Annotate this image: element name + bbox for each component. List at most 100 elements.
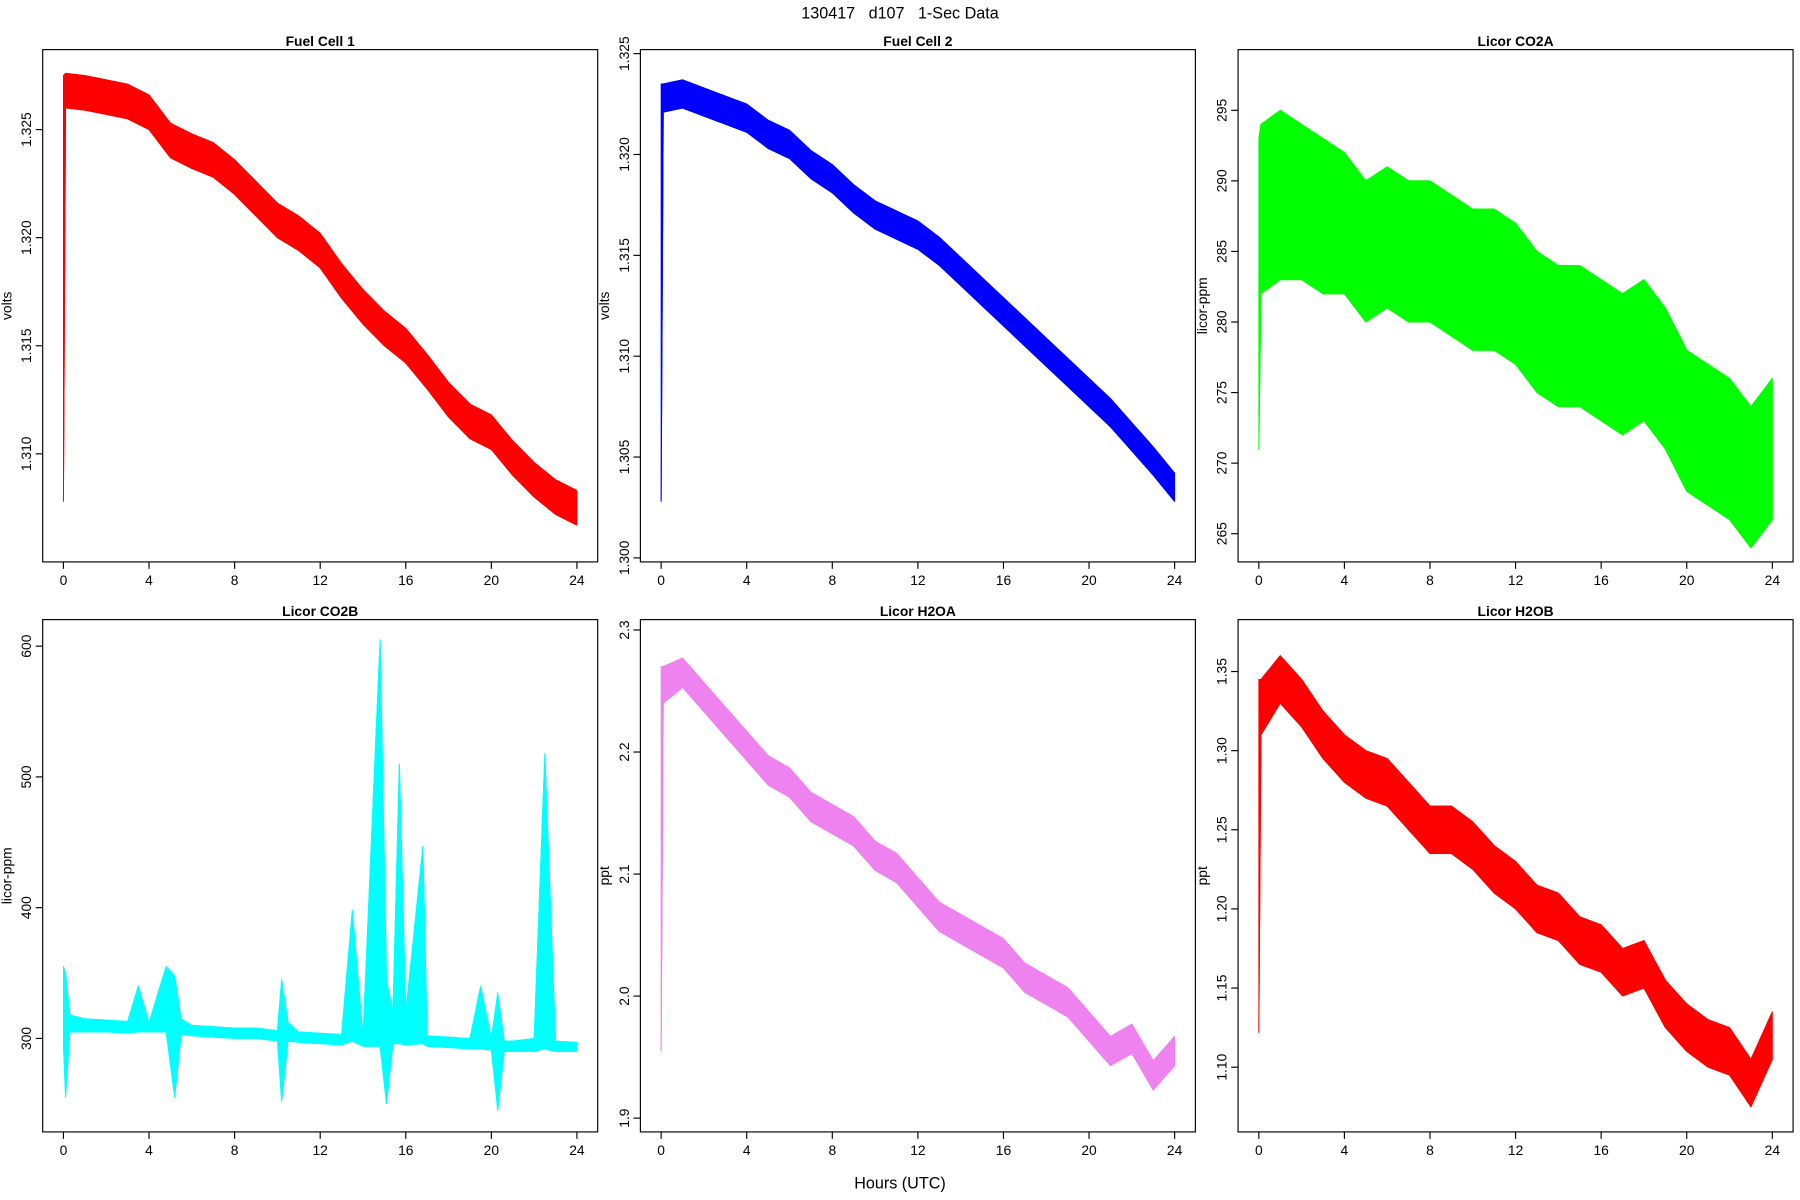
y-tick-label: 300 xyxy=(18,1027,34,1050)
y-tick-label: 1.300 xyxy=(616,540,632,575)
data-line-max xyxy=(661,79,1175,474)
y-tick-label: 1.20 xyxy=(1214,895,1230,922)
x-tick-label: 24 xyxy=(569,1142,585,1158)
y-tick-label: 2.2 xyxy=(616,742,632,761)
y-tick-label: 1.325 xyxy=(616,36,632,71)
y-tick-label: 1.310 xyxy=(18,436,34,471)
plot-area xyxy=(660,79,1176,502)
x-tick-label: 0 xyxy=(657,1142,665,1158)
x-tick-label: 24 xyxy=(1167,572,1183,588)
x-tick-label: 24 xyxy=(1765,572,1781,588)
x-tick-label: 24 xyxy=(1167,1142,1183,1158)
x-tick-label: 8 xyxy=(1426,1142,1434,1158)
y-tick-label: 270 xyxy=(1214,451,1230,474)
x-tick-label: 8 xyxy=(231,572,239,588)
x-tick-label: 16 xyxy=(996,572,1012,588)
data-line-min xyxy=(660,686,1175,1091)
x-tick-label: 0 xyxy=(60,1142,68,1158)
x-tick-label: 8 xyxy=(828,1142,836,1158)
x-tick-label: 16 xyxy=(996,1142,1012,1158)
data-line-min xyxy=(62,107,578,526)
x-tick-label: 4 xyxy=(1341,1142,1349,1158)
x-tick-label: 0 xyxy=(657,572,665,588)
x-tick-label: 0 xyxy=(60,572,68,588)
x-tick-label: 12 xyxy=(910,572,925,588)
y-axis-label: licor-ppm xyxy=(0,847,15,904)
panel-title: Licor H2OA xyxy=(880,603,956,619)
y-tick-label: 275 xyxy=(1214,381,1230,404)
panel: Licor H2OA ppt 0 4 8 12 16 20 24 1.9 2.0 2.1 2.2 2.3 xyxy=(596,603,1196,1158)
x-tick-label: 8 xyxy=(1426,572,1434,588)
y-tick-label: 400 xyxy=(18,896,34,919)
x-tick-label: 20 xyxy=(1679,572,1695,588)
y-tick-label: 295 xyxy=(1214,98,1230,121)
x-tick-label: 16 xyxy=(1593,1142,1609,1158)
x-tick-label: 16 xyxy=(398,572,414,588)
panel-title: Fuel Cell 1 xyxy=(286,33,355,49)
data-line-min xyxy=(1258,279,1773,549)
x-tick-label: 12 xyxy=(910,1142,925,1158)
panel-title: Licor H2OB xyxy=(1478,603,1554,619)
x-tick-label: 4 xyxy=(145,1142,153,1158)
x-tick-label: 16 xyxy=(398,1142,414,1158)
y-axis-label: ppt xyxy=(596,866,612,885)
x-tick-label: 12 xyxy=(312,1142,327,1158)
y-tick-label: 1.310 xyxy=(616,339,632,374)
panel: Fuel Cell 2 volts 0 4 8 12 16 20 24 1.300 1.305 1.3… xyxy=(596,33,1196,588)
y-tick-label: 1.25 xyxy=(1214,816,1230,843)
data-line-max xyxy=(1258,654,1773,1061)
y-axis-label: licor-ppm xyxy=(1194,277,1210,334)
x-tick-label: 12 xyxy=(312,572,327,588)
y-axis-label: volts xyxy=(0,291,15,320)
plot-area xyxy=(62,72,578,526)
y-tick-label: 1.315 xyxy=(18,328,34,363)
y-tick-label: 1.9 xyxy=(616,1108,632,1128)
data-line-max xyxy=(63,639,577,1043)
y-tick-label: 2.0 xyxy=(616,986,632,1006)
y-tick-label: 2.1 xyxy=(616,864,632,884)
plot-area xyxy=(1258,654,1773,1108)
y-tick-label: 1.15 xyxy=(1214,974,1230,1001)
panel: Licor H2OB ppt 0 4 8 12 16 20 24 1.10 1.15 1.20 1.25… xyxy=(1194,603,1794,1158)
data-line-min xyxy=(1258,702,1773,1108)
y-tick-label: 1.305 xyxy=(616,439,632,474)
y-tick-label: 1.325 xyxy=(18,112,34,147)
x-tick-label: 20 xyxy=(484,1142,500,1158)
y-tick-label: 600 xyxy=(18,634,34,657)
x-tick-label: 8 xyxy=(231,1142,239,1158)
y-tick-label: 1.315 xyxy=(616,238,632,273)
x-tick-label: 4 xyxy=(743,572,751,588)
data-line-max xyxy=(661,657,1175,1062)
panel-title: Licor CO2A xyxy=(1478,33,1554,49)
y-tick-label: 1.10 xyxy=(1214,1053,1230,1080)
x-tick-label: 4 xyxy=(1341,572,1349,588)
x-axis-label: Hours (UTC) xyxy=(854,1174,945,1192)
y-tick-label: 265 xyxy=(1214,522,1230,545)
x-tick-label: 16 xyxy=(1593,572,1609,588)
y-axis-label: volts xyxy=(596,291,612,320)
y-tick-label: 1.320 xyxy=(616,137,632,172)
x-tick-label: 0 xyxy=(1255,572,1263,588)
figure-title: 130417 d107 1-Sec Data xyxy=(801,4,998,22)
x-tick-label: 4 xyxy=(145,572,153,588)
x-tick-label: 12 xyxy=(1508,572,1523,588)
y-tick-label: 1.35 xyxy=(1214,658,1230,685)
x-tick-label: 4 xyxy=(743,1142,751,1158)
y-tick-label: 285 xyxy=(1214,240,1230,263)
plot-area xyxy=(62,639,578,1111)
y-tick-label: 1.30 xyxy=(1214,737,1230,764)
data-line-max xyxy=(1258,109,1773,408)
y-tick-label: 1.320 xyxy=(18,220,34,255)
panel: Licor CO2A licor-ppm 0 4 8 12 16 20 24 265 270 275 2… xyxy=(1194,33,1794,588)
x-tick-label: 24 xyxy=(1765,1142,1781,1158)
y-tick-label: 290 xyxy=(1214,169,1230,192)
data-line-min xyxy=(660,107,1175,502)
x-tick-label: 20 xyxy=(484,572,500,588)
x-tick-label: 8 xyxy=(828,572,836,588)
data-line-max xyxy=(63,72,578,492)
x-tick-label: 20 xyxy=(1081,1142,1097,1158)
x-tick-label: 20 xyxy=(1081,572,1097,588)
plot-area xyxy=(1258,109,1773,549)
